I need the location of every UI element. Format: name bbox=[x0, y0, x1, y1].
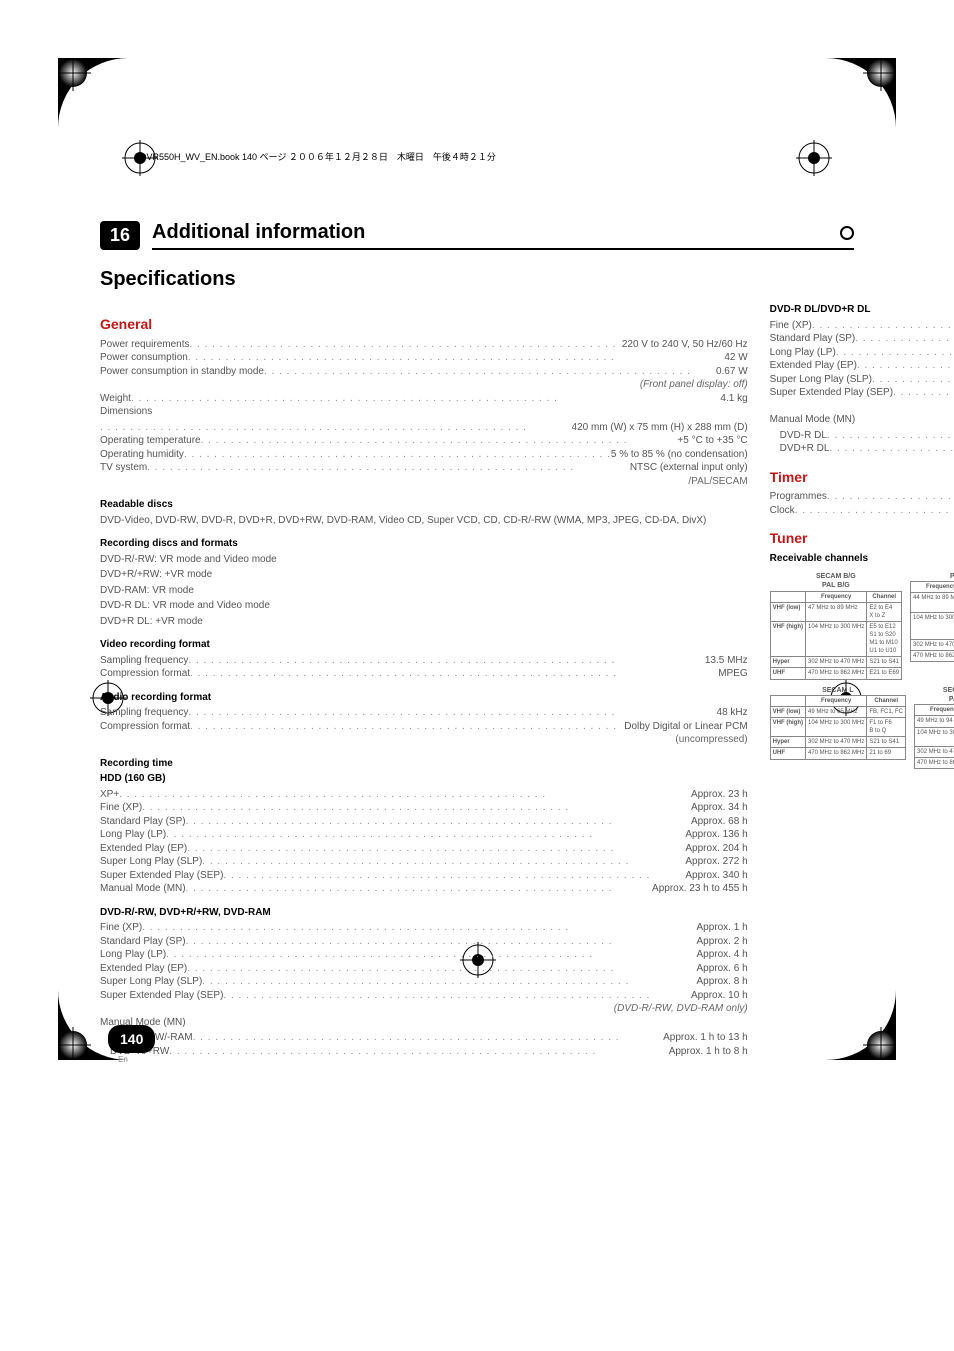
general-note1: (Front panel display: off) bbox=[100, 378, 748, 392]
main-title: Specifications bbox=[100, 268, 854, 291]
table-title: PAL I bbox=[910, 572, 954, 581]
spec-line: Compression formatMPEG bbox=[100, 667, 748, 681]
table-title: SECAM L bbox=[770, 686, 906, 695]
spec-line: Programmes1 month/32 programmes bbox=[770, 490, 954, 504]
spec-line: Manual Mode (MN)Approx. 23 h to 455 h bbox=[100, 882, 748, 896]
spec-line: Weight4.1 kg bbox=[100, 392, 748, 406]
spec-line: Extended Play (EP)Approx. 204 h bbox=[100, 842, 748, 856]
spec-line: Fine (XP)Approx. 34 h bbox=[100, 801, 748, 815]
spec-line: Super Extended Play (SEP)Approx. 10 h bbox=[100, 989, 748, 1003]
spec-line: Power consumption42 W bbox=[100, 351, 748, 365]
chapter-title: Additional information bbox=[152, 221, 854, 250]
spec-line: Operating humidity5 % to 85 % (no conden… bbox=[100, 448, 748, 462]
page-lang: En bbox=[118, 1055, 155, 1064]
chapter-bar: 16 Additional information bbox=[100, 221, 854, 250]
rectime-heading: Recording time bbox=[100, 757, 748, 771]
dimensions-label: Dimensions bbox=[100, 405, 748, 419]
readable-body: DVD-Video, DVD-RW, DVD-R, DVD+R, DVD+RW,… bbox=[100, 514, 748, 528]
spec-line: XP+Approx. 23 h bbox=[100, 788, 748, 802]
spec-line: Sampling frequency13.5 MHz bbox=[100, 654, 748, 668]
dvdrw-heading: DVD-R/-RW, DVD+R/+RW, DVD-RAM bbox=[100, 906, 748, 920]
spec-line: Operating temperature+5 °C to +35 °C bbox=[100, 434, 748, 448]
spec-line: Power consumption in standby mode0.67 W bbox=[100, 365, 748, 379]
general-heading: General bbox=[100, 315, 748, 334]
tuner-sub: Receivable channels bbox=[770, 552, 954, 566]
spec-line: DVD+R/+RWApprox. 1 h to 8 h bbox=[110, 1045, 748, 1059]
spec-line: Extended Play (EP)Approx. 10 h 46 m bbox=[770, 359, 954, 373]
tuner-table: FrequencyChannel49 MHz to 94 MHzR1 to R5… bbox=[914, 704, 954, 769]
dl-heading: DVD-R DL/DVD+R DL bbox=[770, 303, 954, 317]
chapter-number: 16 bbox=[100, 221, 140, 250]
text-line: DVD-R DL: VR mode and Video mode bbox=[100, 599, 748, 613]
chapter-title-text: Additional information bbox=[152, 221, 365, 244]
spec-line: Super Long Play (SLP)Approx. 8 h bbox=[100, 975, 748, 989]
spec-line: Super Long Play (SLP)Approx. 272 h bbox=[100, 855, 748, 869]
spec-line: DVD-R/-RW/-RAMApprox. 1 h to 13 h bbox=[110, 1031, 748, 1045]
tuner-heading: Tuner bbox=[770, 529, 954, 548]
text-line: DVD-R/-RW: VR mode and Video mode bbox=[100, 553, 748, 567]
spec-line: Compression formatDolby Digital or Linea… bbox=[100, 720, 748, 734]
header-filename: DVR550H_WV_EN.book 140 ページ ２００６年１２月２８日 木… bbox=[100, 150, 854, 163]
audfmt-heading: Audio recording format bbox=[100, 691, 748, 705]
spec-line: Long Play (LP)Approx. 7 h 11 m bbox=[770, 346, 954, 360]
spec-line: Standard Play (SP)Approx. 3 h 35 m bbox=[770, 332, 954, 346]
dvdrw-note: (DVD-R/-RW, DVD-RAM only) bbox=[100, 1002, 748, 1016]
text-line: DVD-RAM: VR mode bbox=[100, 584, 748, 598]
dimensions-value: 420 mm (W) x 75 mm (H) x 288 mm (D) bbox=[100, 421, 748, 435]
tuner-table: FrequencyChannelVHF (low)47 MHz to 89 MH… bbox=[770, 591, 902, 680]
spec-line: Super Extended Play (SEP)Approx. 17 h 57… bbox=[770, 386, 954, 400]
timer-heading: Timer bbox=[770, 468, 954, 487]
recfmt-heading: Recording discs and formats bbox=[100, 537, 748, 551]
spec-line: Super Long Play (SLP)Approx. 14 h 21 m bbox=[770, 373, 954, 387]
spec-line: Long Play (LP)Approx. 4 h bbox=[100, 948, 748, 962]
text-line: DVD+R/+RW: +VR mode bbox=[100, 568, 748, 582]
spec-line: Long Play (LP)Approx. 136 h bbox=[100, 828, 748, 842]
spec-line: Sampling frequency48 kHz bbox=[100, 706, 748, 720]
spec-line: ClockQuartz lock (24-hour digital displa… bbox=[770, 504, 954, 518]
spec-line: Fine (XP)Approx. 1 h 51 m bbox=[770, 319, 954, 333]
vidfmt-heading: Video recording format bbox=[100, 638, 748, 652]
hdd-heading: HDD (160 GB) bbox=[100, 772, 748, 786]
spec-line: Standard Play (SP)Approx. 68 h bbox=[100, 815, 748, 829]
dl-note: (DVD-R DL only) bbox=[770, 400, 954, 414]
tuner-table: FrequencyChannel44 MHz to 89 MHzA to CX … bbox=[910, 581, 954, 662]
dl-mn-label: Manual Mode (MN) bbox=[770, 413, 954, 427]
spec-line: DVD-R DLApprox. 1 h 51 m to 24 h bbox=[780, 429, 954, 443]
mn-label: Manual Mode (MN) bbox=[100, 1016, 748, 1030]
right-column: DVD-R DL/DVD+R DL Fine (XP)Approx. 1 h 5… bbox=[770, 303, 954, 1058]
spec-line: Super Extended Play (SEP)Approx. 340 h bbox=[100, 869, 748, 883]
tuner-table: FrequencyChannelVHF (low)49 MHz to 65 MH… bbox=[770, 695, 906, 760]
left-column: General Power requirements220 V to 240 V… bbox=[100, 303, 748, 1058]
spec-line: Power requirements220 V to 240 V, 50 Hz/… bbox=[100, 338, 748, 352]
page-number: 140 bbox=[108, 1025, 155, 1053]
page-footer: 140 En bbox=[108, 1025, 155, 1064]
text-line: DVD+R DL: +VR mode bbox=[100, 615, 748, 629]
table-title: SECAM D/KPAL D/K bbox=[914, 686, 954, 705]
spec-line: TV systemNTSC (external input only) bbox=[100, 461, 748, 475]
audfmt-note: (uncompressed) bbox=[100, 733, 748, 747]
readable-heading: Readable discs bbox=[100, 498, 748, 512]
tuner-tables: SECAM B/GPAL B/GFrequencyChannelVHF (low… bbox=[770, 572, 954, 769]
general-note2: /PAL/SECAM bbox=[100, 475, 748, 489]
table-title: SECAM B/GPAL B/G bbox=[770, 572, 902, 591]
spec-line: Fine (XP)Approx. 1 h bbox=[100, 921, 748, 935]
spec-line: Standard Play (SP)Approx. 2 h bbox=[100, 935, 748, 949]
spec-line: Extended Play (EP)Approx. 6 h bbox=[100, 962, 748, 976]
spec-line: DVD+R DLApprox. 1 h 51 m to 14 h 21 m bbox=[780, 442, 954, 456]
